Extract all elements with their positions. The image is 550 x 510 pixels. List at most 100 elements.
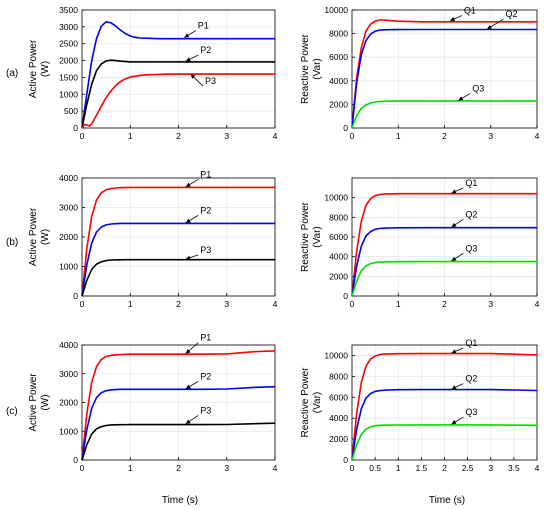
x-tick-label: 0 (80, 131, 85, 141)
y-tick-label: 0 (73, 455, 78, 465)
y-tick-label: 2500 (59, 39, 78, 49)
x-tick-label: 2 (442, 463, 447, 473)
chart-panel-4: 0 2000 4000 6000 8000 10000 0 1 2 3 4 Reactive Powe… (300, 177, 540, 309)
row-label-b: (b) (6, 237, 18, 248)
y-tick-label: 6000 (329, 232, 348, 242)
y-tick-label: 1000 (59, 89, 78, 99)
x-tick-label: 1 (396, 463, 401, 473)
x-tick-label: 4 (273, 131, 278, 141)
x-tick-label: 2 (176, 131, 181, 141)
annotation-arrowhead (450, 17, 456, 22)
x-tick-label: 2 (442, 299, 447, 309)
annotation-label-p3: P3 (200, 405, 211, 415)
y-axis-label: Reactive Power(Var) (300, 33, 323, 104)
annotation-label-p1: P1 (200, 333, 211, 343)
y-axis-label: Active Power(W) (28, 373, 51, 432)
series-line-q2 (351, 226, 537, 297)
x-tick-label: 0 (350, 463, 355, 473)
y-tick-label: 4000 (329, 413, 348, 423)
annotation-arrowhead (451, 349, 457, 354)
series-line-q1 (351, 352, 538, 461)
y-tick-label: 10000 (324, 350, 348, 360)
y-tick-label: 0 (343, 123, 348, 133)
annotation-arrowhead (190, 74, 196, 79)
y-tick-label: 2000 (329, 99, 348, 109)
annotation-label-q3: Q3 (465, 243, 477, 253)
y-tick-label: 10000 (324, 193, 348, 203)
annotation-label-q3: Q3 (465, 407, 477, 417)
y-tick-label: 3000 (59, 22, 78, 32)
y-axis-label: Active Power(W) (28, 207, 51, 266)
annotation-label-q2: Q2 (465, 374, 477, 384)
y-tick-label: 2000 (59, 56, 78, 66)
series-line-q2 (351, 28, 537, 129)
annotation-arrowhead (185, 419, 191, 424)
x-tick-label: 0 (350, 131, 355, 141)
annotation-arrowhead (451, 420, 457, 425)
annotation-label-p3: P3 (200, 245, 211, 255)
x-tick-label: 0 (350, 299, 355, 309)
series-line-p1 (81, 350, 276, 461)
series-line-p3 (81, 422, 276, 461)
chart-panel-2: 0 2000 4000 6000 8000 10000 0 1 2 3 4 Reactive Powe… (300, 5, 540, 141)
y-tick-label: 4000 (59, 340, 78, 350)
annotation-arrowhead (451, 256, 457, 261)
y-tick-label: 8000 (329, 29, 348, 39)
y-tick-label: 0 (73, 291, 78, 301)
annotation-arrowhead (185, 349, 191, 354)
x-tick-label: 2 (176, 463, 181, 473)
x-tick-label: 4 (535, 463, 540, 473)
x-tick-label: 0 (80, 299, 85, 309)
series-line-p3 (81, 73, 275, 129)
annotation-arrowhead (458, 96, 464, 101)
x-tick-label: 2 (176, 299, 181, 309)
y-tick-label: 0 (73, 123, 78, 133)
annotation-arrowhead (487, 24, 493, 30)
series-line-p2 (81, 385, 276, 461)
chart-panel-6: 0 2000 4000 6000 8000 10000 0 0.5 1 1.5 2 2.5 3 3.5 4 R… (300, 338, 540, 473)
y-tick-label: 4000 (59, 173, 78, 183)
x-tick-label: 1 (128, 131, 133, 141)
annotation-label-q2: Q2 (506, 9, 518, 19)
y-tick-label: 2000 (329, 271, 348, 281)
annotation-arrowhead (185, 218, 191, 223)
chart-panel-1: 0 500 1000 1500 2000 2500 3000 3500 0 1 2 3 4 Active … (28, 5, 278, 141)
annotation-label-p1: P1 (200, 169, 211, 179)
y-tick-label: 4000 (329, 76, 348, 86)
chart-panel-5: 0 1000 2000 3000 4000 0 1 2 3 4 Active Power(W) P1 P… (28, 333, 278, 473)
x-tick-label: 2.5 (462, 463, 474, 473)
annotation-arrowhead (451, 189, 457, 194)
x-axis-label-left: Time (s) (162, 495, 198, 506)
x-tick-label: 1 (128, 299, 133, 309)
series-line-p3 (81, 258, 275, 297)
x-tick-label: 4 (273, 463, 278, 473)
y-tick-label: 1000 (59, 426, 78, 436)
y-axis-label: Reactive Power(Var) (300, 367, 323, 438)
x-tick-label: 3 (488, 299, 493, 309)
x-tick-label: 4 (535, 131, 540, 141)
y-axis-label: Active Power(W) (28, 39, 51, 98)
y-tick-label: 6000 (329, 52, 348, 62)
x-axis-label-right: Time (s) (429, 495, 465, 506)
x-tick-label: 4 (535, 299, 540, 309)
annotation-arrowhead (184, 33, 190, 38)
y-tick-label: 2000 (59, 232, 78, 242)
series-line-p2 (81, 59, 275, 129)
annotation-label-q1: Q1 (464, 6, 476, 16)
y-tick-label: 1000 (59, 262, 78, 272)
y-tick-label: 4000 (329, 252, 348, 262)
series-line-q2 (351, 388, 538, 461)
x-tick-label: 1 (396, 131, 401, 141)
y-tick-label: 8000 (329, 212, 348, 222)
y-tick-label: 3000 (59, 203, 78, 213)
annotation-label-p2: P2 (200, 372, 211, 382)
y-tick-label: 0 (343, 291, 348, 301)
y-tick-label: 10000 (324, 5, 348, 15)
series-line-q1 (351, 192, 537, 297)
annotation-arrowhead (451, 222, 457, 228)
annotation-arrowhead (185, 384, 191, 389)
annotation-label-p1: P1 (198, 21, 209, 31)
annotation-label-p2: P2 (200, 205, 211, 215)
